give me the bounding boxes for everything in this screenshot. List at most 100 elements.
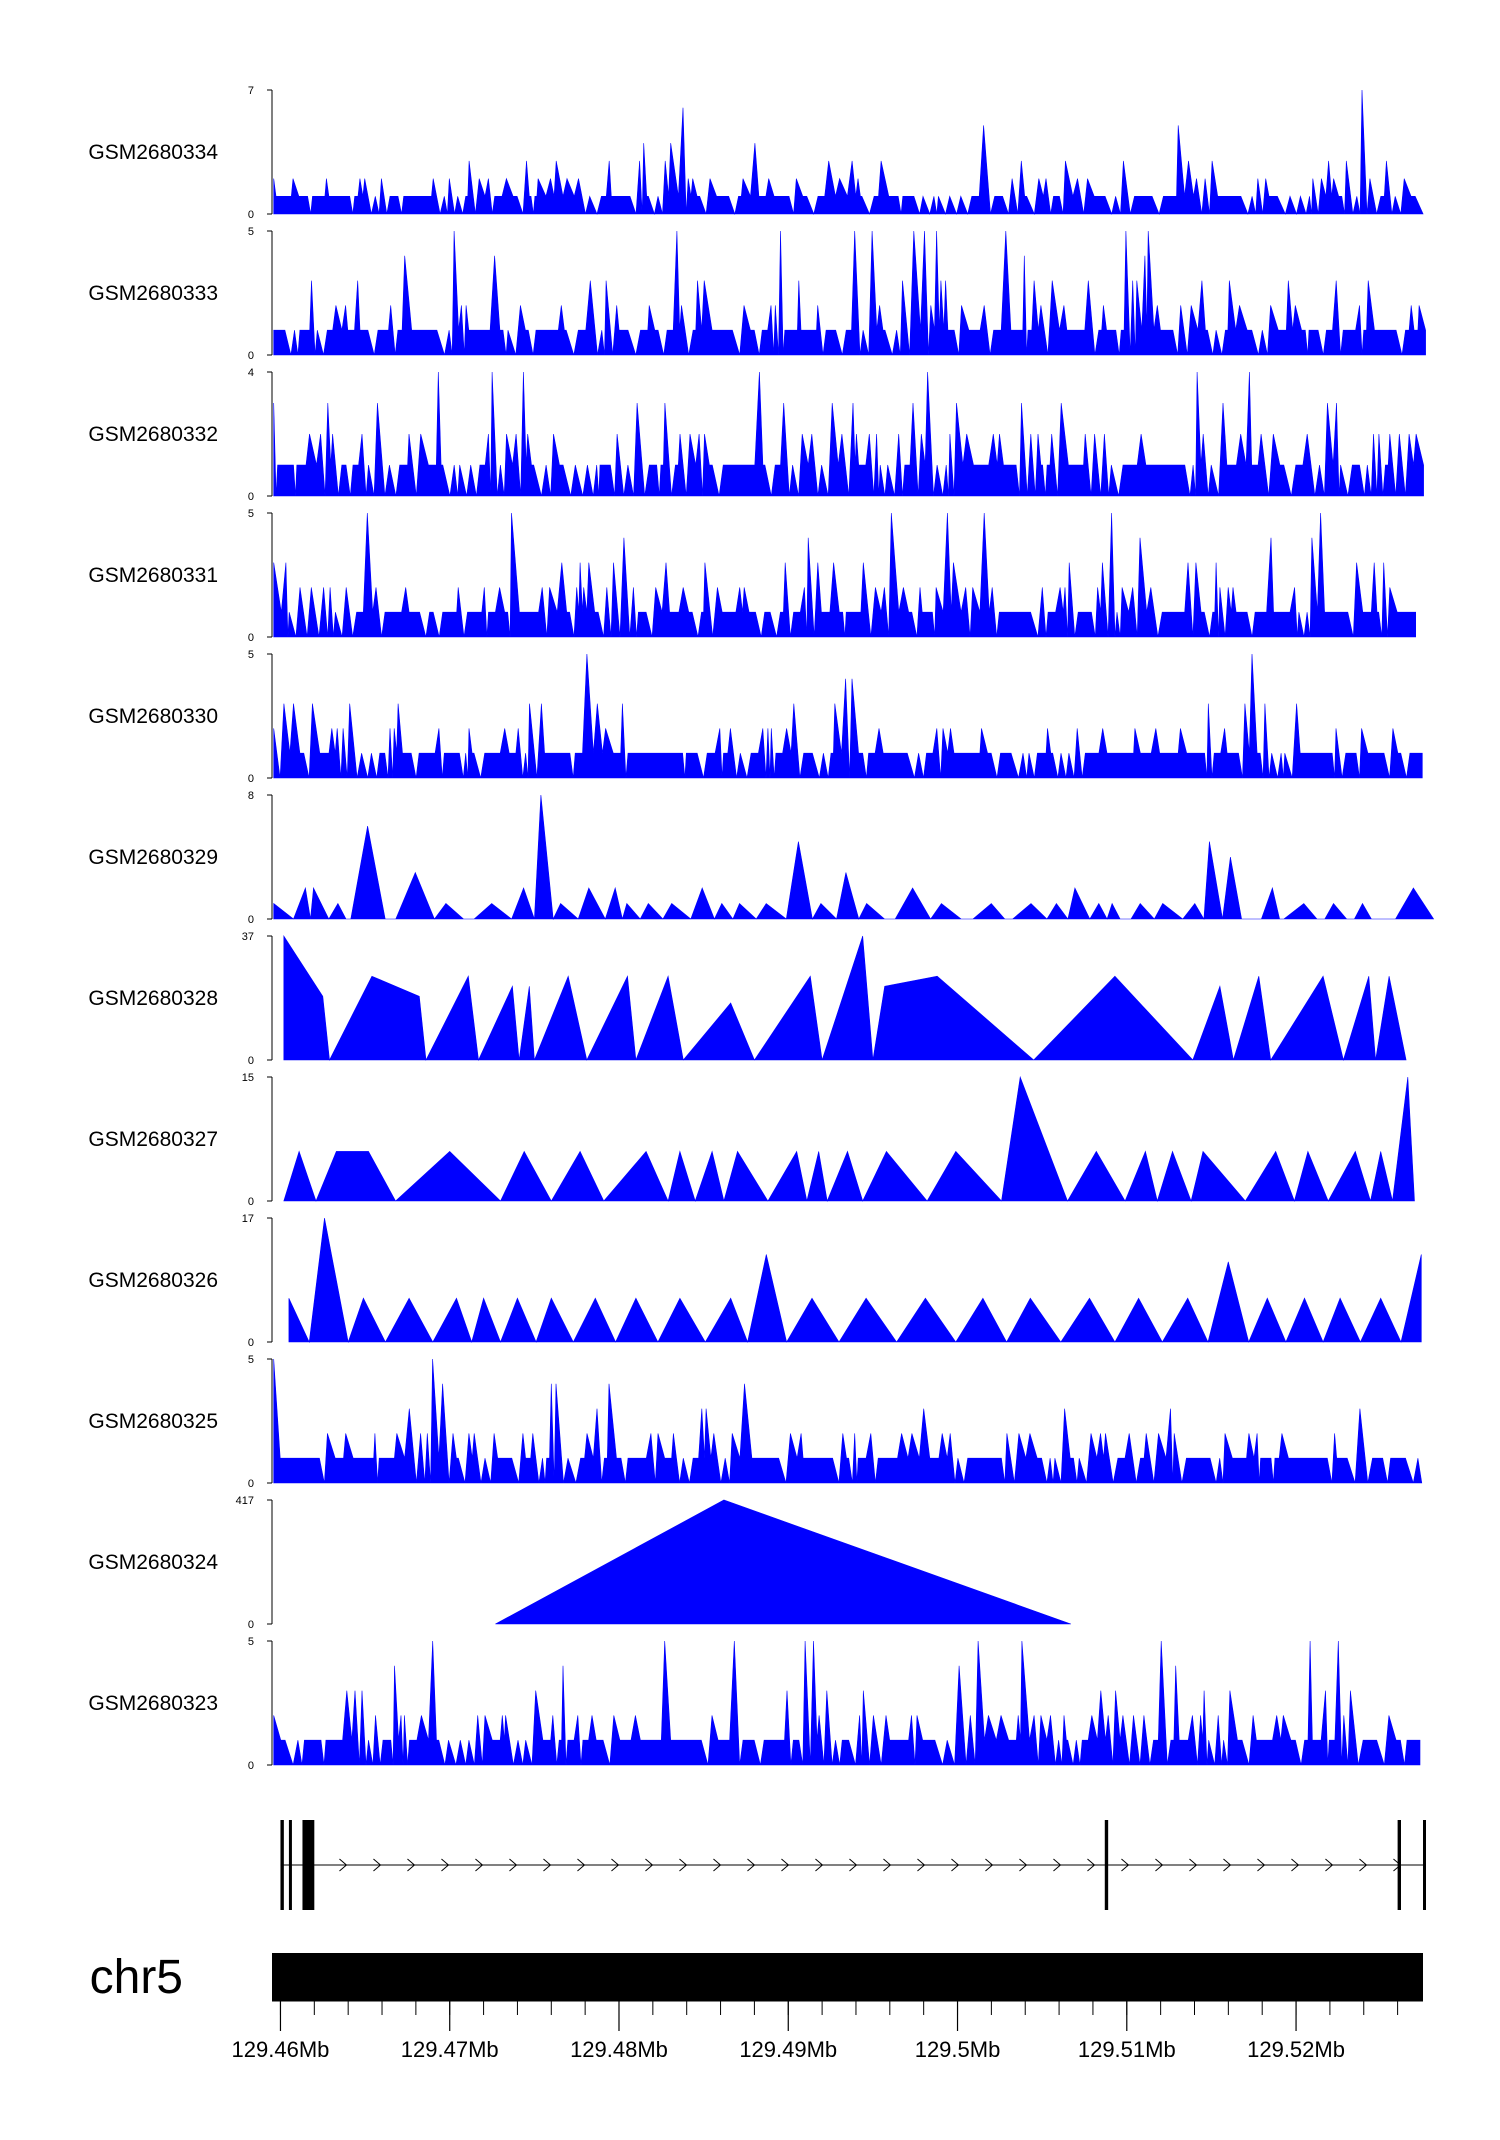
track-y-max-label: 8 xyxy=(248,790,254,802)
coverage-signal xyxy=(273,1640,1421,1766)
track-y-max-label: 5 xyxy=(248,1636,254,1648)
track-y-max-label: 4 xyxy=(248,367,254,379)
track-y-min-label: 0 xyxy=(248,1337,254,1349)
coverage-signal xyxy=(273,794,1435,921)
track-y-min-label: 0 xyxy=(248,1760,254,1772)
strand-arrow xyxy=(849,1858,858,1872)
strand-arrow xyxy=(1019,1858,1028,1872)
strand-arrow xyxy=(815,1858,824,1872)
track-y-max-label: 5 xyxy=(248,508,254,520)
x-tick-label: 129.52Mb xyxy=(1247,2037,1345,2062)
track-y-max-label: 5 xyxy=(248,226,254,238)
gene-exon xyxy=(1423,1820,1426,1910)
track-label: GSM2680331 xyxy=(88,564,218,587)
coverage-signal xyxy=(273,371,1424,497)
track-label: GSM2680324 xyxy=(88,1551,218,1574)
strand-arrow xyxy=(1053,1858,1062,1872)
track-label: GSM2680334 xyxy=(88,141,218,164)
track-label: GSM2680325 xyxy=(88,1410,218,1433)
track-y-max-label: 5 xyxy=(248,1354,254,1366)
chromosome-label: chr5 xyxy=(90,1951,183,2004)
strand-arrow xyxy=(1189,1858,1198,1872)
strand-arrow xyxy=(407,1858,416,1872)
track-y-min-label: 0 xyxy=(248,209,254,221)
track-y-max-label: 37 xyxy=(242,931,254,943)
strand-arrow xyxy=(373,1858,382,1872)
track-label: GSM2680327 xyxy=(88,1128,218,1151)
track-gsm2680332: 4 0 GSM2680332 xyxy=(88,367,1424,503)
coverage-signal xyxy=(495,1499,1072,1625)
coverage-signal xyxy=(273,230,1426,356)
ideogram-track: chr5 129.46Mb 129.47Mb 129.48Mb 129.49Mb 129.… xyxy=(90,1951,1423,2062)
gene-exon xyxy=(302,1820,315,1910)
track-y-min-label: 0 xyxy=(248,914,254,926)
track-label: GSM2680326 xyxy=(88,1269,218,1292)
chromosome-ideogram xyxy=(272,1953,1423,2001)
strand-arrow xyxy=(917,1858,926,1872)
track-label: GSM2680329 xyxy=(88,846,218,869)
strand-arrow xyxy=(1291,1858,1300,1872)
strand-arrow xyxy=(441,1858,450,1872)
strand-arrow xyxy=(781,1858,790,1872)
strand-arrow xyxy=(883,1858,892,1872)
coverage-signal xyxy=(273,512,1416,638)
strand-arrow xyxy=(747,1858,756,1872)
strand-arrow xyxy=(1087,1858,1096,1872)
track-y-min-label: 0 xyxy=(248,350,254,362)
gene-exon xyxy=(1397,1820,1401,1910)
track-label: GSM2680328 xyxy=(88,987,218,1010)
track-gsm2680333: 5 0 GSM2680333 xyxy=(88,226,1426,362)
coverage-signal xyxy=(273,1358,1423,1484)
strand-arrow xyxy=(985,1858,994,1872)
track-label: GSM2680323 xyxy=(88,1692,218,1715)
track-y-max-label: 7 xyxy=(248,85,254,97)
strand-arrow xyxy=(475,1858,484,1872)
x-tick-label: 129.49Mb xyxy=(739,2037,837,2062)
track-y-max-label: 15 xyxy=(242,1072,254,1084)
strand-arrow xyxy=(1257,1858,1266,1872)
track-y-min-label: 0 xyxy=(248,1196,254,1208)
x-tick-label: 129.47Mb xyxy=(401,2037,499,2062)
track-gsm2680327: 15 0 GSM2680327 xyxy=(88,1072,1415,1208)
strand-arrow xyxy=(1121,1858,1130,1872)
track-y-min-label: 0 xyxy=(248,491,254,503)
coverage-signal xyxy=(273,653,1423,779)
track-gsm2680326: 17 0 GSM2680326 xyxy=(88,1213,1422,1349)
strand-arrow xyxy=(611,1858,620,1872)
track-gsm2680323: 5 0 GSM2680323 xyxy=(88,1636,1421,1772)
track-gsm2680334: 7 0 GSM2680334 xyxy=(88,85,1424,221)
strand-arrow xyxy=(951,1858,960,1872)
track-gsm2680325: 5 0 GSM2680325 xyxy=(88,1354,1423,1490)
track-gsm2680331: 5 0 GSM2680331 xyxy=(88,508,1416,644)
track-gsm2680330: 5 0 GSM2680330 xyxy=(88,649,1423,785)
strand-arrow xyxy=(1325,1858,1334,1872)
track-y-min-label: 0 xyxy=(248,773,254,785)
x-tick-label: 129.5Mb xyxy=(915,2037,1001,2062)
coverage-signal xyxy=(273,89,1424,216)
x-tick-label: 129.46Mb xyxy=(232,2037,330,2062)
track-y-min-label: 0 xyxy=(248,1055,254,1067)
strand-arrow xyxy=(645,1858,654,1872)
track-y-min-label: 0 xyxy=(248,632,254,644)
strand-arrow xyxy=(339,1858,348,1872)
track-gsm2680329: 8 0 GSM2680329 xyxy=(88,790,1435,926)
strand-arrow xyxy=(1359,1858,1368,1872)
track-y-min-label: 0 xyxy=(248,1619,254,1631)
strand-arrow xyxy=(713,1858,722,1872)
coverage-signal xyxy=(283,934,1407,1062)
track-label: GSM2680332 xyxy=(88,423,218,446)
gene-exon xyxy=(280,1820,284,1910)
strand-arrow xyxy=(577,1858,586,1872)
track-y-max-label: 417 xyxy=(236,1495,254,1507)
coverage-signal xyxy=(283,1075,1415,1203)
track-y-min-label: 0 xyxy=(248,1478,254,1490)
track-gsm2680324: 417 0 GSM2680324 xyxy=(88,1495,1072,1631)
track-label: GSM2680333 xyxy=(88,282,218,305)
strand-arrow xyxy=(509,1858,518,1872)
track-gsm2680328: 37 0 GSM2680328 xyxy=(88,931,1407,1067)
track-label: GSM2680330 xyxy=(88,705,218,728)
track-y-max-label: 17 xyxy=(242,1213,254,1225)
x-tick-label: 129.51Mb xyxy=(1078,2037,1176,2062)
